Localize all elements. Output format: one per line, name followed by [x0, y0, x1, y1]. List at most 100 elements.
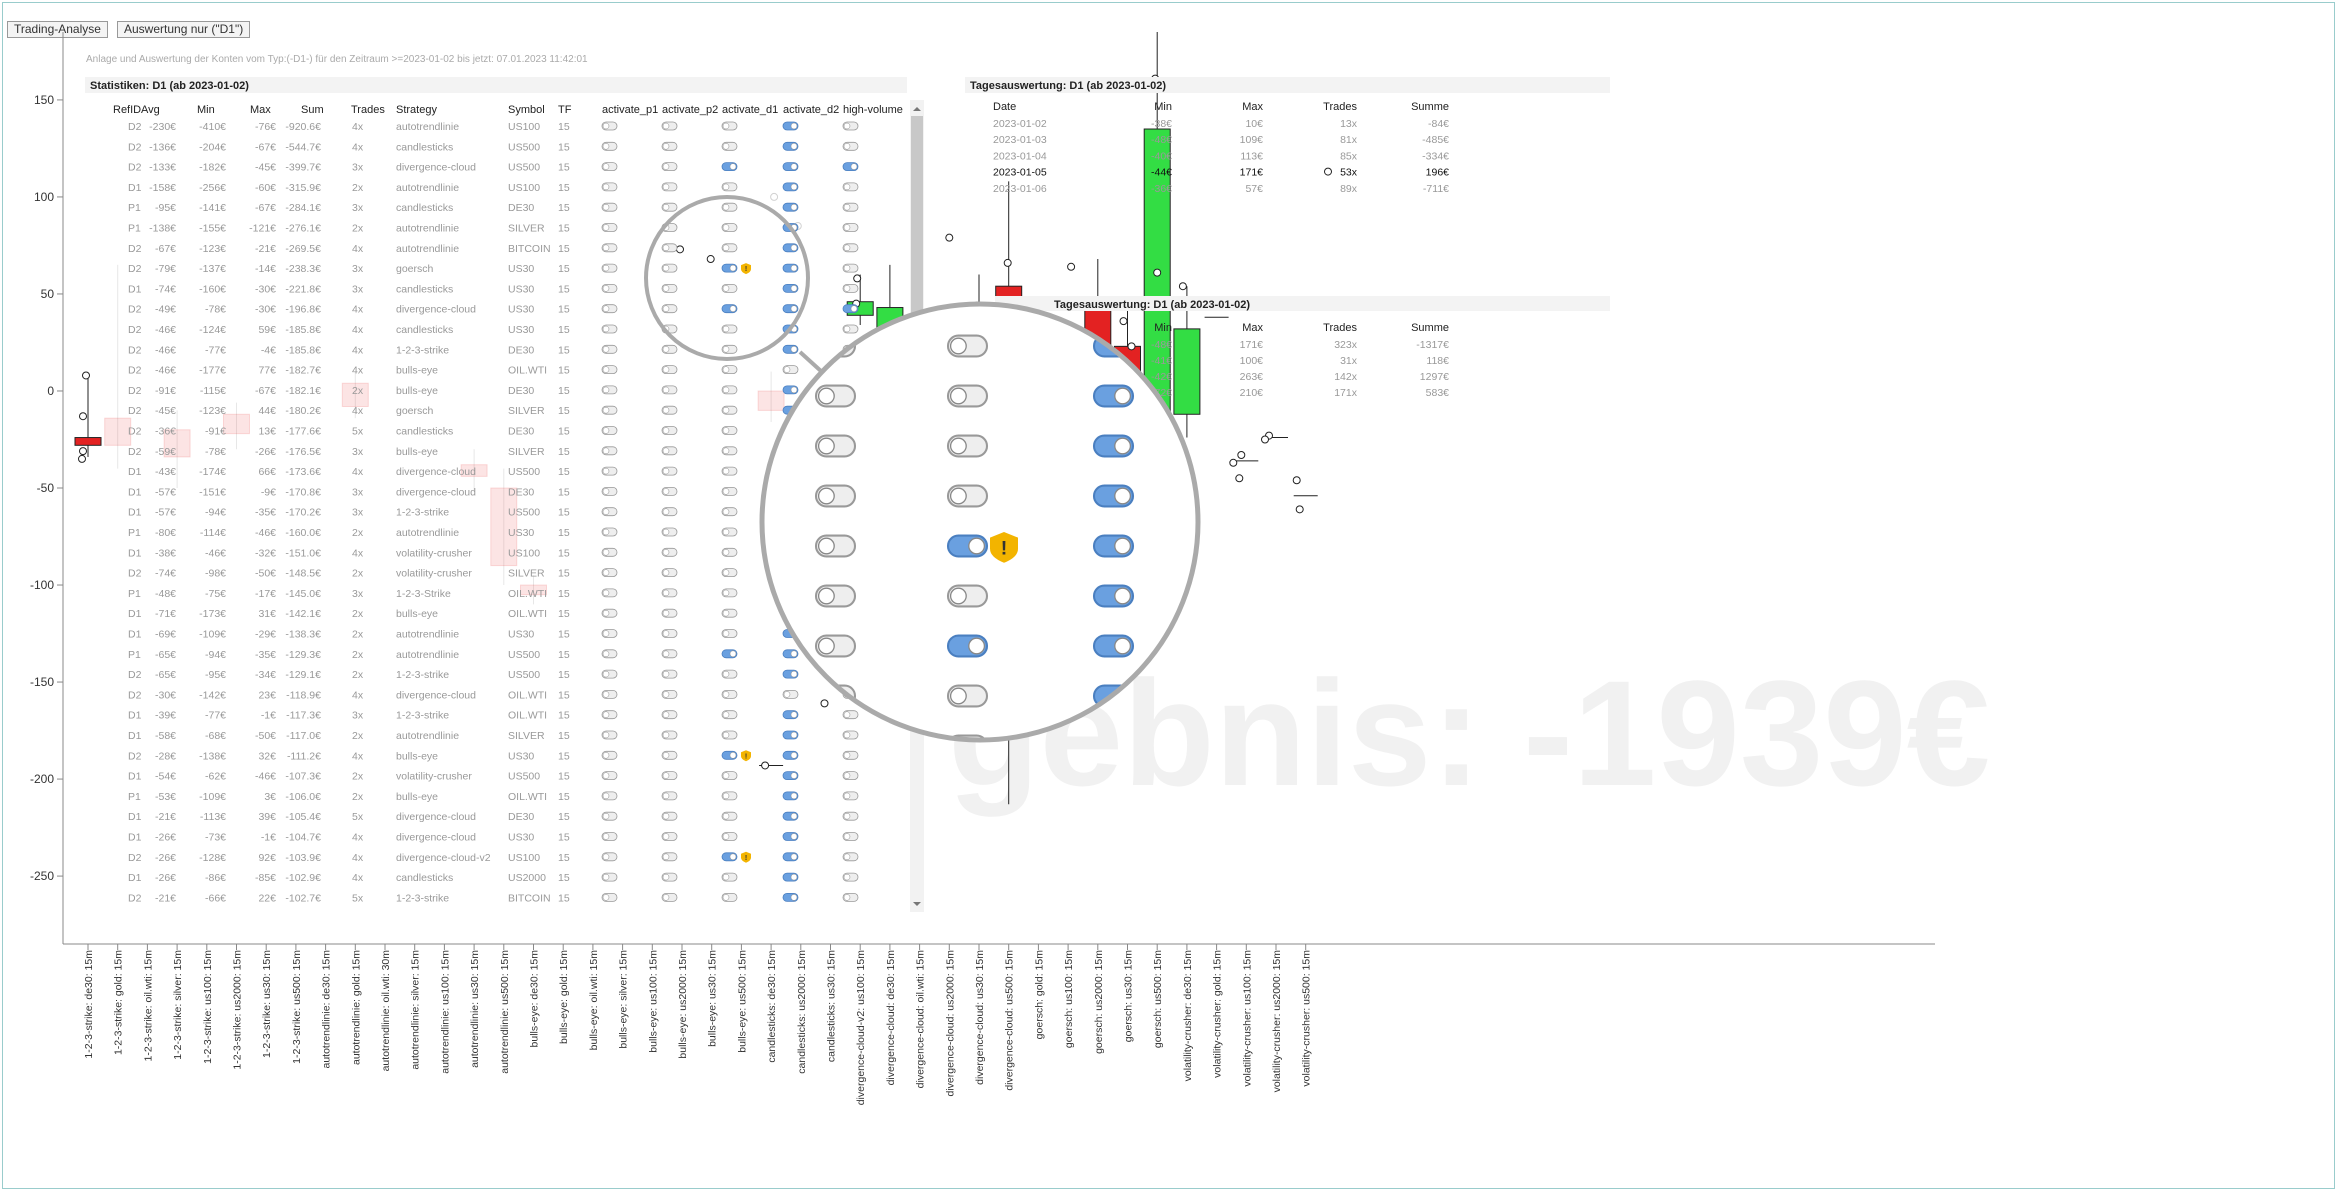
toggle-off[interactable] [721, 385, 738, 395]
toggle-off[interactable] [601, 263, 618, 273]
toggle-off[interactable] [661, 466, 678, 476]
toggle-off[interactable] [601, 629, 618, 638]
toggle-off[interactable] [661, 649, 678, 659]
toggle-off[interactable] [721, 507, 738, 517]
toggle-off[interactable] [661, 405, 678, 415]
toggle-on[interactable] [782, 202, 799, 212]
toggle-off[interactable] [842, 182, 859, 192]
toggle-off[interactable] [601, 608, 618, 618]
toggle-on[interactable] [721, 304, 738, 314]
toggle-off[interactable] [842, 791, 859, 801]
toggle-on[interactable] [1092, 584, 1135, 608]
toggle-off[interactable] [601, 486, 618, 496]
toggle-on[interactable] [782, 283, 799, 293]
toggle-off[interactable] [721, 486, 738, 496]
toggle-off[interactable] [842, 872, 859, 882]
toggle-off[interactable] [661, 811, 678, 821]
toggle-on[interactable] [782, 385, 799, 395]
toggle-off[interactable] [601, 162, 618, 172]
toggle-on[interactable] [842, 162, 859, 172]
toggle-on[interactable] [782, 771, 799, 780]
toggle-off[interactable] [661, 202, 678, 212]
toggle-off[interactable] [946, 584, 989, 608]
toggle-off[interactable] [661, 629, 678, 638]
toggle-off[interactable] [661, 344, 678, 354]
toggle-on[interactable] [782, 750, 799, 760]
toggle-off[interactable] [601, 669, 618, 679]
toggle-on[interactable] [842, 304, 859, 314]
toggle-off[interactable] [721, 771, 738, 780]
toggle-off[interactable] [601, 223, 618, 232]
toggle-off[interactable] [721, 121, 738, 131]
toggle-on[interactable] [721, 263, 738, 273]
toggle-on[interactable] [721, 649, 738, 659]
toggle-off[interactable] [661, 730, 678, 740]
toggle-off[interactable] [601, 202, 618, 212]
toggle-on[interactable] [782, 710, 799, 720]
toggle-off[interactable] [946, 434, 989, 458]
toggle-off[interactable] [601, 791, 618, 801]
toggle-on[interactable] [946, 534, 989, 558]
toggle-off[interactable] [842, 832, 859, 841]
toggle-off[interactable] [601, 750, 618, 760]
toggle-off[interactable] [601, 730, 618, 740]
toggle-off[interactable] [814, 484, 857, 508]
toggle-off[interactable] [842, 811, 859, 821]
toggle-off[interactable] [661, 771, 678, 780]
toggle-off[interactable] [601, 121, 618, 131]
toggle-off[interactable] [661, 547, 678, 557]
toggle-off[interactable] [601, 385, 618, 395]
toggle-off[interactable] [601, 446, 618, 456]
toggle-off[interactable] [842, 141, 859, 151]
toggle-off[interactable] [661, 304, 678, 314]
toggle-on[interactable] [782, 243, 799, 253]
toggle-on[interactable] [1092, 534, 1135, 558]
toggle-off[interactable] [661, 690, 678, 699]
toggle-off[interactable] [661, 385, 678, 395]
toggle-off[interactable] [601, 507, 618, 517]
toggle-off[interactable] [601, 893, 618, 902]
toggle-off[interactable] [721, 547, 738, 557]
toggle-off[interactable] [661, 852, 678, 862]
toggle-off[interactable] [842, 263, 859, 273]
toggle-on[interactable] [1092, 434, 1135, 458]
toggle-off[interactable] [721, 405, 738, 415]
toggle-on[interactable] [946, 634, 989, 658]
toggle-off[interactable] [661, 446, 678, 456]
toggle-off[interactable] [601, 243, 618, 253]
toggle-off[interactable] [721, 344, 738, 354]
toggle-on[interactable] [782, 811, 799, 821]
toggle-on[interactable] [1092, 484, 1135, 508]
toggle-off[interactable] [814, 634, 857, 658]
toggle-off[interactable] [661, 608, 678, 618]
toggle-off[interactable] [721, 811, 738, 821]
toggle-off[interactable] [814, 534, 857, 558]
toggle-off[interactable] [661, 588, 678, 598]
toggle-off[interactable] [601, 568, 618, 577]
toggle-on[interactable] [782, 832, 799, 841]
toggle-off[interactable] [661, 507, 678, 517]
toggle-off[interactable] [721, 182, 738, 192]
toggle-on[interactable] [782, 669, 799, 679]
toggle-off[interactable] [721, 690, 738, 699]
toggle-on[interactable] [782, 263, 799, 273]
toggle-on[interactable] [782, 649, 799, 659]
toggle-off[interactable] [842, 324, 859, 334]
toggle-off[interactable] [661, 162, 678, 172]
toggle-off[interactable] [601, 872, 618, 882]
toggle-off[interactable] [721, 669, 738, 679]
toggle-off[interactable] [842, 223, 859, 232]
toggle-off[interactable] [814, 384, 857, 408]
toggle-off[interactable] [601, 852, 618, 862]
toggle-on[interactable] [721, 852, 738, 862]
toggle-off[interactable] [721, 365, 738, 375]
toggle-on[interactable] [782, 182, 799, 192]
toggle-off[interactable] [842, 243, 859, 253]
toggle-off[interactable] [721, 466, 738, 476]
toggle-off[interactable] [601, 832, 618, 841]
toggle-on[interactable] [782, 162, 799, 172]
toggle-off[interactable] [721, 527, 738, 537]
toggle-off[interactable] [721, 791, 738, 801]
toggle-on[interactable] [782, 852, 799, 862]
toggle-off[interactable] [721, 629, 738, 638]
